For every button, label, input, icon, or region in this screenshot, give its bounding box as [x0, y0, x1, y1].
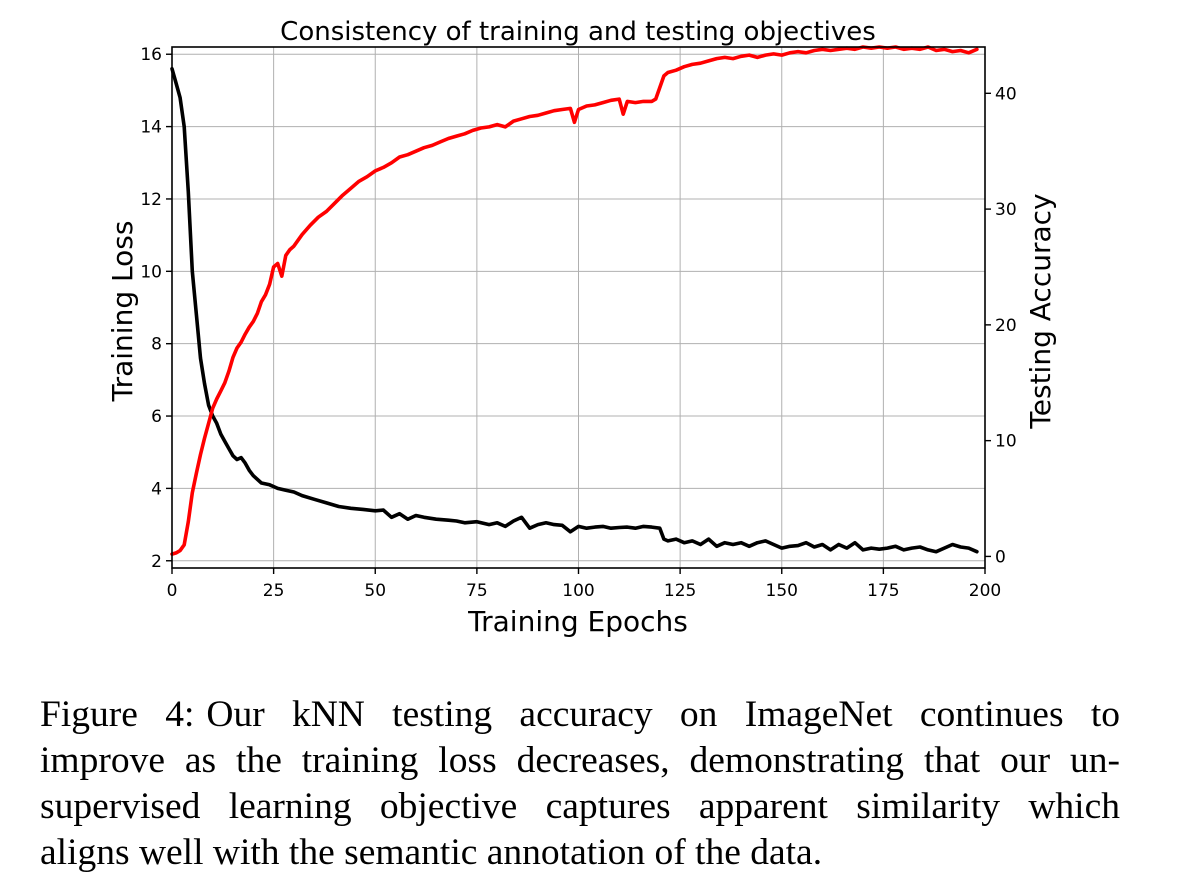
x-axis-label: Training Epochs — [467, 605, 688, 638]
x-tick-label: 150 — [766, 581, 798, 601]
x-tick-label: 200 — [969, 581, 1001, 601]
testing-accuracy-line — [170, 45, 979, 556]
caption-label: Figure 4: — [40, 694, 195, 735]
x-tick-label: 0 — [167, 581, 178, 601]
x-tick-label: 125 — [664, 581, 696, 601]
left-axis-label: Training Loss — [106, 221, 139, 403]
figure-caption: Figure 4: Our kNN testing accuracy on Ima… — [40, 692, 1120, 876]
x-tick-label: 50 — [364, 581, 386, 601]
grid — [171, 47, 986, 568]
training-loss-line — [170, 66, 979, 554]
caption-line: improve as the training loss decreases, … — [40, 740, 1120, 781]
left-y-tick-label: 4 — [151, 479, 162, 499]
left-y-tick-label: 16 — [140, 45, 162, 65]
left-y-tick-label: 6 — [151, 407, 162, 427]
left-y-tick-label: 14 — [140, 118, 162, 138]
right-y-tick-label: 10 — [995, 432, 1017, 452]
right-y-tick-label: 0 — [995, 547, 1006, 567]
caption-line: Figure 4: Our kNN testing accuracy on Ima… — [40, 692, 1120, 738]
x-tick-label: 100 — [562, 581, 594, 601]
caption-text: Our kNN testing accuracy on ImageNet con… — [206, 694, 1120, 735]
ticks: 0 25 50 75 100 125 150 175 200 2 4 6 8 10 12 14 16 0 10 20 3… — [140, 45, 1016, 601]
left-y-tick-label: 2 — [151, 552, 162, 572]
left-y-tick-label: 8 — [151, 335, 162, 355]
x-tick-label: 175 — [867, 581, 899, 601]
right-y-tick-label: 40 — [995, 84, 1017, 104]
right-y-tick-label: 20 — [995, 316, 1017, 336]
right-y-tick-label: 30 — [995, 200, 1017, 220]
chart: 0 25 50 75 100 125 150 175 200 2 4 6 8 10 12 14 16 0 10 20 3… — [106, 17, 1057, 638]
series-layer — [170, 45, 979, 556]
chart-title: Consistency of training and testing obje… — [280, 17, 876, 47]
left-y-tick-label: 12 — [140, 190, 162, 210]
left-y-tick-label: 10 — [140, 262, 162, 282]
caption-line: aligns well with the semantic annotation… — [40, 832, 823, 873]
right-axis-label: Testing Accuracy — [1024, 193, 1057, 429]
caption-line: supervised learning objective captures a… — [40, 786, 1120, 827]
x-tick-label: 75 — [466, 581, 488, 601]
x-tick-label: 25 — [263, 581, 285, 601]
